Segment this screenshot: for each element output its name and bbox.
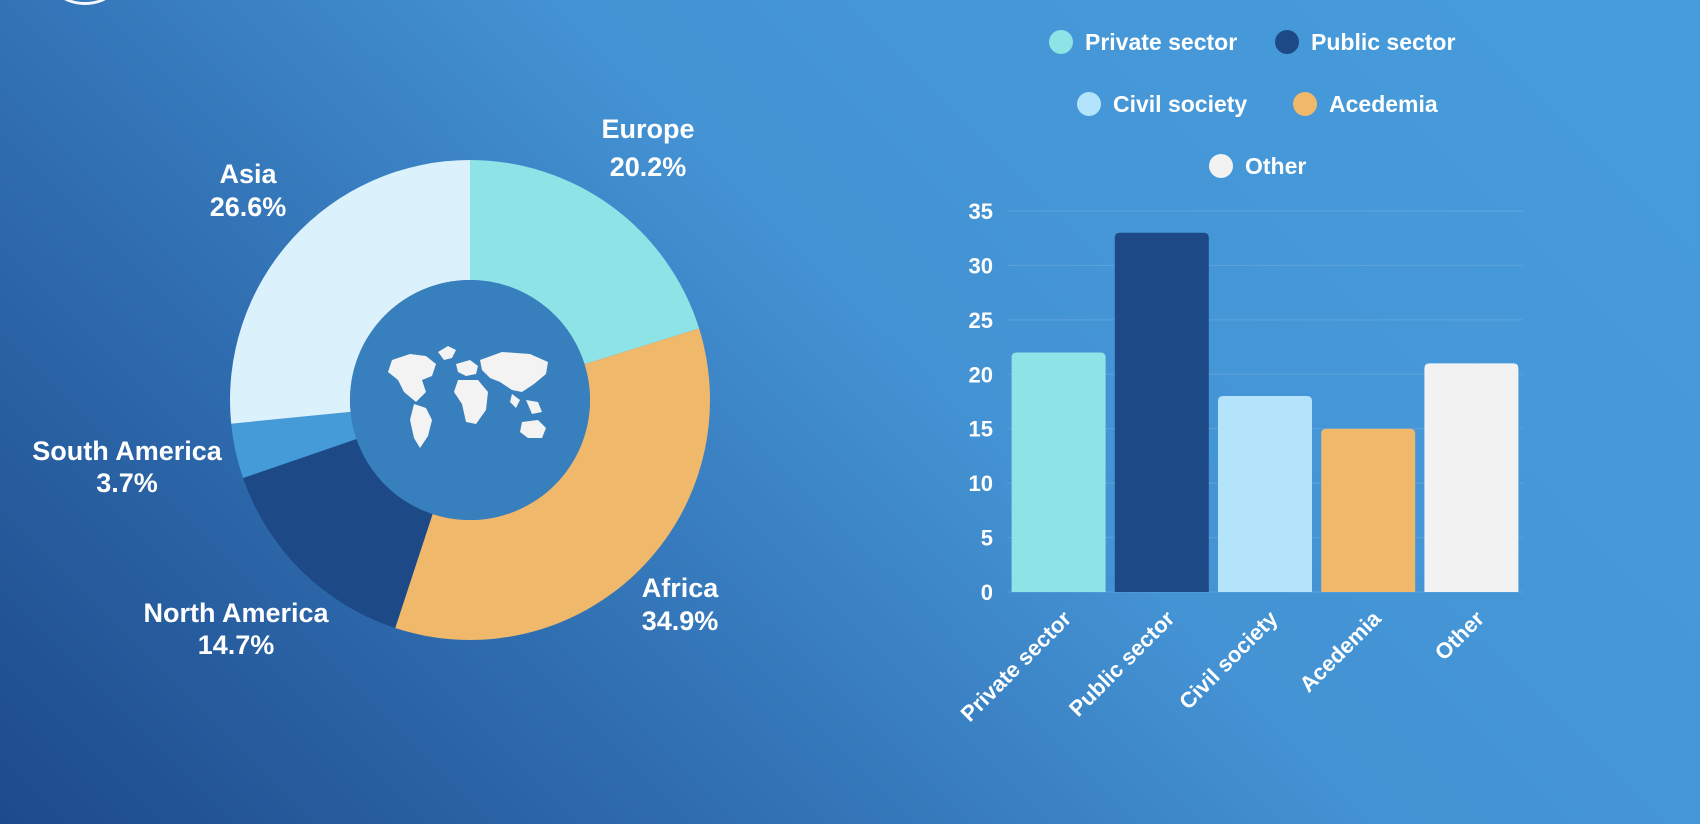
- donut-slice-north-america: [243, 439, 433, 629]
- slice-label-africa: Africa: [642, 573, 720, 603]
- bar-public-sector: [1114, 232, 1209, 592]
- donut-slice-africa: [395, 328, 710, 640]
- legend-label-private-sector: Private sector: [1085, 29, 1237, 55]
- y-tick-label: 30: [969, 253, 993, 278]
- bar-other: [1424, 363, 1519, 592]
- y-tick-label: 15: [969, 417, 993, 442]
- slice-label-europe: Europe: [601, 114, 694, 144]
- slice-percent-south-america: 3.7%: [96, 468, 158, 498]
- y-tick-label: 0: [981, 580, 993, 605]
- legend-label-acedemia: Acedemia: [1329, 91, 1438, 117]
- slice-label-north-america: North America: [143, 598, 329, 628]
- y-tick-label: 35: [969, 199, 993, 224]
- legend-swatch-other: [1209, 154, 1233, 178]
- slice-percent-africa: 34.9%: [642, 606, 719, 636]
- donut-slice-south-america: [231, 411, 357, 479]
- y-tick-label: 5: [981, 526, 993, 551]
- x-tick-label-civil-society: Civil society: [1174, 605, 1283, 714]
- slice-label-south-america: South America: [32, 436, 223, 466]
- x-tick-label-acedemia: Acedemia: [1295, 605, 1387, 697]
- legend-swatch-civil-society: [1077, 92, 1101, 116]
- bar-private-sector: [1011, 352, 1106, 592]
- legend-label-other: Other: [1245, 153, 1306, 179]
- legend-swatch-private-sector: [1049, 30, 1073, 54]
- y-tick-label: 10: [969, 471, 993, 496]
- donut-slice-asia: [230, 160, 470, 424]
- world-map-icon: [388, 346, 548, 448]
- x-tick-label-public-sector: Public sector: [1064, 606, 1180, 722]
- x-tick-label-private-sector: Private sector: [956, 606, 1077, 727]
- y-tick-label: 20: [969, 362, 993, 387]
- logo-arc: [40, 0, 130, 5]
- legend-label-civil-society: Civil society: [1113, 91, 1247, 117]
- slice-percent-europe: 20.2%: [610, 152, 687, 182]
- donut-slice-europe: [470, 160, 700, 365]
- slice-label-asia: Asia: [219, 159, 277, 189]
- slice-percent-north-america: 14.7%: [198, 630, 275, 660]
- legend-swatch-acedemia: [1293, 92, 1317, 116]
- legend-label-public-sector: Public sector: [1311, 29, 1455, 55]
- x-tick-label-other: Other: [1430, 606, 1489, 665]
- y-tick-label: 25: [969, 308, 993, 333]
- slice-percent-asia: 26.6%: [210, 192, 287, 222]
- bar-civil-society: [1218, 396, 1312, 592]
- bar-acedemia: [1321, 428, 1416, 592]
- legend-swatch-public-sector: [1275, 30, 1299, 54]
